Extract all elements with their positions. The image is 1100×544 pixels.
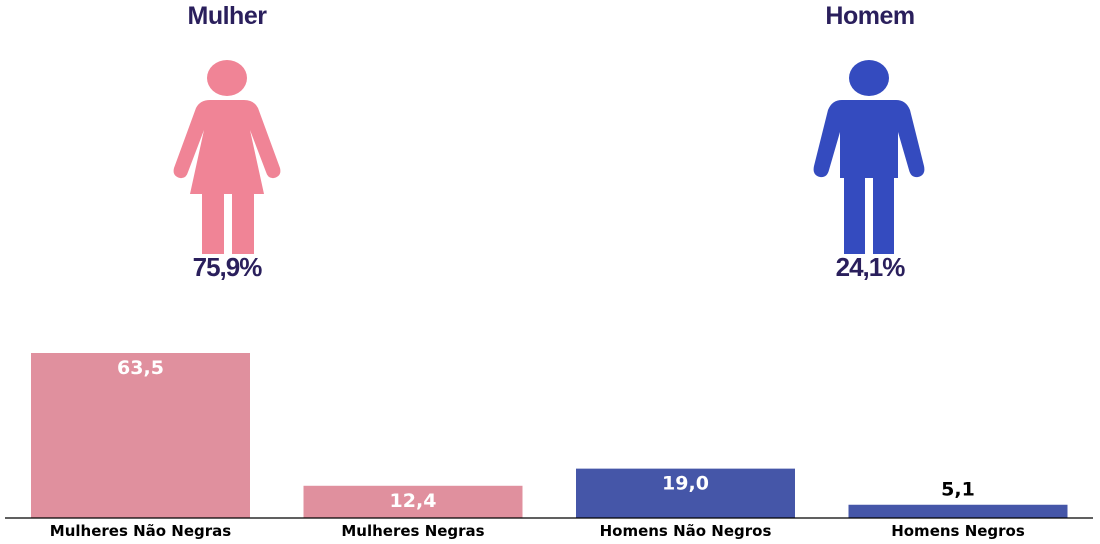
category-label: Homens Negros — [891, 522, 1025, 540]
bar-value-label: 63,5 — [117, 357, 164, 379]
man-icon — [813, 60, 925, 254]
bar-value-label: 19,0 — [662, 473, 709, 495]
woman-percent: 75,9% — [192, 252, 263, 282]
bar-value-label: 12,4 — [390, 490, 437, 512]
category-label: Mulheres Negras — [341, 522, 484, 540]
woman-icon — [173, 60, 281, 254]
category-label: Homens Não Negros — [600, 522, 772, 540]
man-title: Homem — [825, 2, 915, 30]
woman-title: Mulher — [187, 2, 267, 30]
bar-3 — [576, 468, 795, 518]
bar-2 — [303, 485, 523, 518]
category-label: Mulheres Não Negras — [50, 522, 232, 540]
bar-4 — [848, 504, 1068, 518]
man-percent: 24,1% — [835, 252, 906, 282]
bars-layer: 63,5 Mulheres Não Negras 12,4 Mulheres Negr… — [31, 353, 1068, 540]
bar-1 — [31, 353, 250, 518]
bar-value-label: 5,1 — [941, 479, 975, 501]
